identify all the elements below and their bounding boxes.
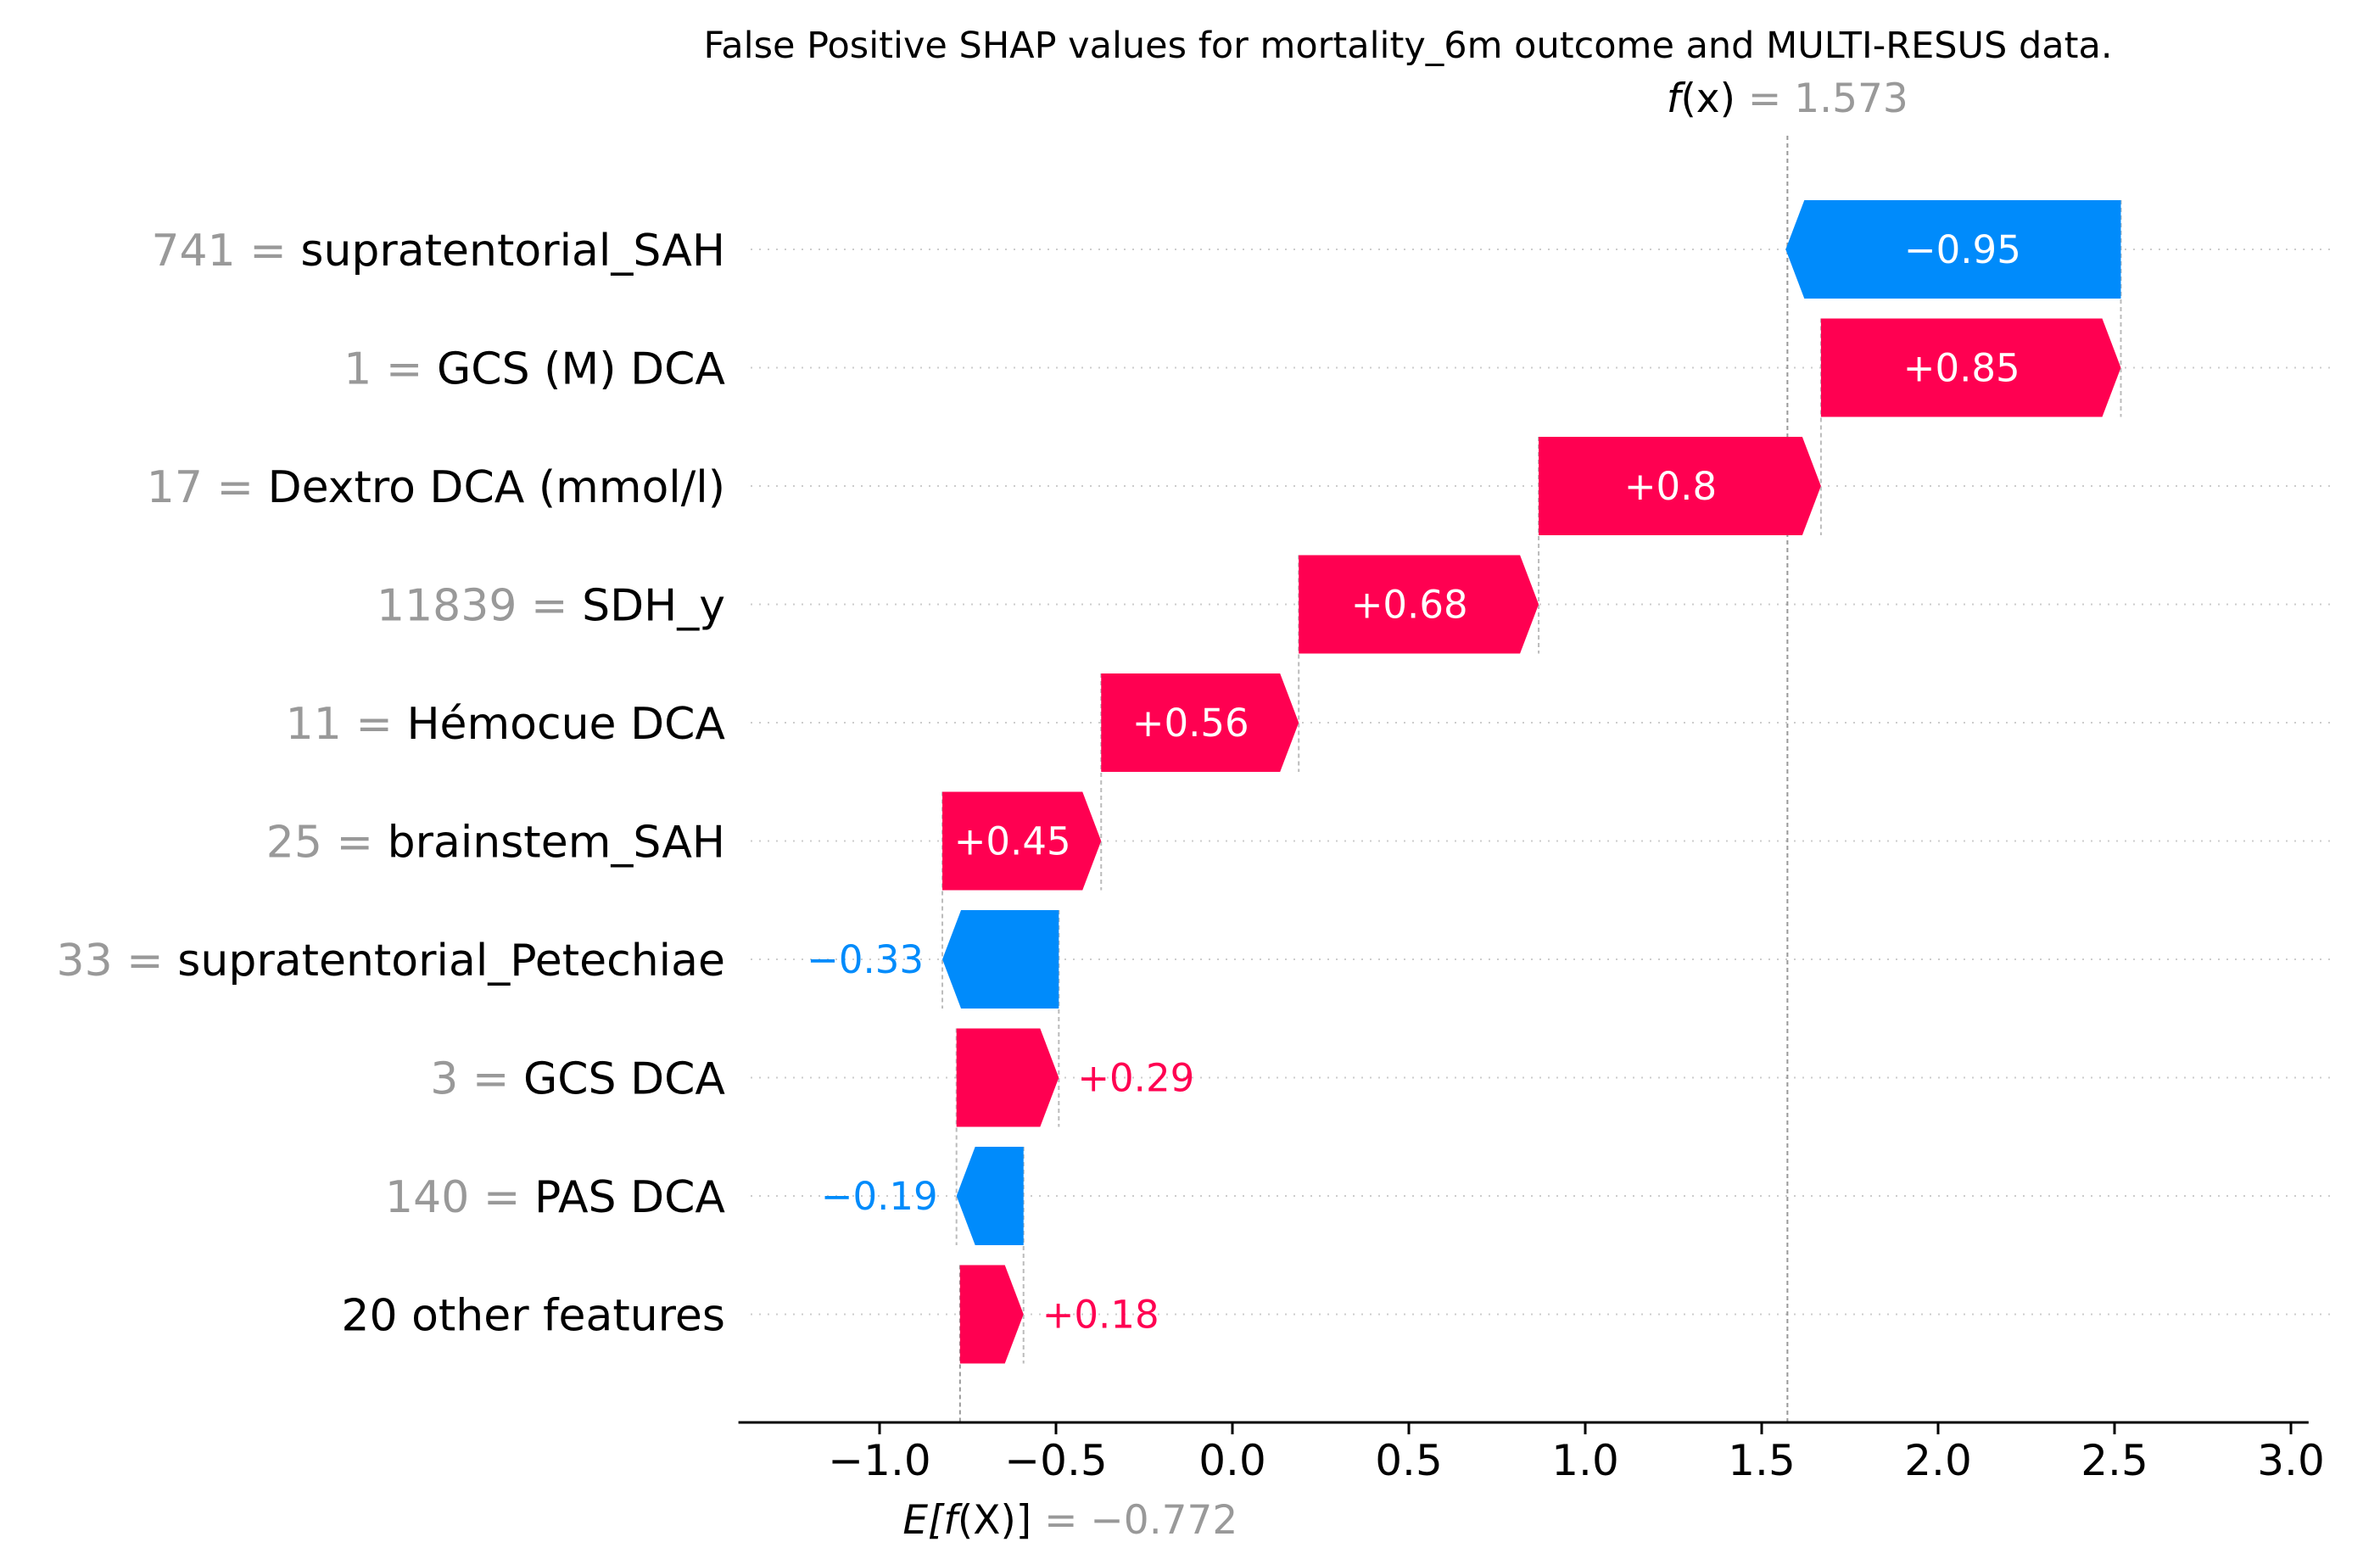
feature-value: 1 = [344, 344, 437, 395]
base-label-prefix: E[ [902, 1497, 945, 1544]
shap-bar-10 [959, 1265, 1024, 1364]
x-tick-label: 3.0 [2257, 1436, 2325, 1485]
base-label-x: (X) [958, 1497, 1016, 1544]
reference-lines [958, 136, 1789, 1422]
feature-name: supratentorial_Petechiae [177, 936, 725, 986]
feature-value: 140 = [385, 1172, 534, 1223]
feature-value: 25 = [266, 818, 388, 869]
feature-value: 33 = [56, 936, 177, 986]
shap-bar-labels: −0.95 +0.85 +0.8 +0.68 +0.56 +0.45 −0.33 +0.29 −… [807, 227, 2021, 1338]
feature-name: PAS DCA [534, 1172, 725, 1223]
feature-label-5: 11 = Hémocue DCA [286, 699, 726, 750]
x-tick-label: −0.5 [1004, 1436, 1107, 1485]
shap-bar-3 [1539, 437, 1821, 535]
feature-value: 11 = [286, 699, 407, 750]
feature-label-7: 33 = supratentorial_Petechiae [56, 936, 725, 986]
x-tick-label: −1.0 [828, 1436, 930, 1485]
shap-bar-label-10: +0.18 [1042, 1293, 1159, 1338]
base-value-annotation: E[f(X)] = −0.772 [902, 1497, 1237, 1544]
fx-annotation: f(x) = 1.573 [1667, 75, 1908, 122]
fx-value: 1.573 [1794, 75, 1908, 122]
shap-bar-2 [1820, 318, 2121, 417]
x-tick-label: 2.0 [1904, 1436, 1972, 1485]
feature-label-3: 17 = Dextro DCA (mmol/l) [147, 462, 725, 513]
shap-bar-4 [1299, 555, 1539, 654]
feature-label-6: 25 = brainstem_SAH [266, 818, 725, 869]
feature-name: Dextro DCA (mmol/l) [268, 462, 725, 513]
feature-value: 11839 = [377, 581, 582, 632]
x-tick-label: 0.5 [1375, 1436, 1443, 1485]
shap-bar-8 [956, 1028, 1059, 1127]
shap-bar-1 [1785, 200, 2121, 299]
x-tick-label: 0.0 [1198, 1436, 1266, 1485]
x-axis: −1.0 −0.5 0.0 0.5 1.0 1.5 2.0 2.5 3.0 [738, 1421, 2325, 1485]
shap-bar-label-4: +0.68 [1351, 583, 1468, 628]
shap-bar-label-5: +0.56 [1132, 701, 1249, 746]
shap-bar-label-8: +0.29 [1077, 1056, 1194, 1101]
shap-bar-9 [956, 1147, 1024, 1245]
x-axis-ticks: −1.0 −0.5 0.0 0.5 1.0 1.5 2.0 2.5 3.0 [828, 1422, 2325, 1485]
bar-connectors [941, 200, 2122, 1364]
shap-bar-7 [942, 910, 1059, 1009]
shap-bar-label-7: −0.33 [807, 937, 924, 982]
shap-bar-label-6: +0.45 [954, 819, 1071, 864]
feature-name: 20 other features [341, 1291, 725, 1342]
shap-bar-label-9: −0.19 [821, 1174, 938, 1219]
x-tick-label: 1.0 [1551, 1436, 1619, 1485]
chart-title: False Positive SHAP values for mortality… [703, 25, 2112, 67]
feature-name: SDH_y [582, 581, 725, 632]
shap-bar-5 [1101, 673, 1299, 772]
shap-bar-6 [942, 791, 1102, 891]
feature-label-9: 140 = PAS DCA [385, 1172, 725, 1223]
feature-label-4: 11839 = SDH_y [377, 581, 725, 632]
feature-label-10: 20 other features [341, 1291, 725, 1342]
feature-value: 3 = [430, 1054, 523, 1105]
feature-label-1: 741 = supratentorial_SAH [151, 226, 725, 277]
x-tick-label: 1.5 [1728, 1436, 1796, 1485]
base-equals: = [1031, 1497, 1090, 1544]
fx-equals: = [1735, 75, 1794, 122]
shap-bars [942, 200, 2121, 1364]
feature-name: GCS DCA [523, 1054, 725, 1105]
feature-name: brainstem_SAH [388, 818, 725, 869]
shap-bar-label-2: +0.85 [1903, 346, 2020, 391]
shap-bar-label-3: +0.8 [1624, 464, 1717, 509]
base-value: −0.772 [1090, 1497, 1237, 1544]
feature-value: 741 = [151, 226, 300, 277]
feature-label-2: 1 = GCS (M) DCA [344, 344, 725, 395]
feature-name: Hémocue DCA [406, 699, 725, 750]
shap-bar-label-1: −0.95 [1904, 227, 2021, 272]
base-label-suffix: ] [1016, 1497, 1031, 1544]
fx-label-x: (x) [1680, 75, 1735, 122]
x-tick-label: 2.5 [2081, 1436, 2148, 1485]
feature-value: 17 = [147, 462, 268, 513]
feature-label-8: 3 = GCS DCA [430, 1054, 725, 1105]
feature-name: GCS (M) DCA [437, 344, 725, 395]
feature-name: supratentorial_SAH [300, 226, 725, 277]
